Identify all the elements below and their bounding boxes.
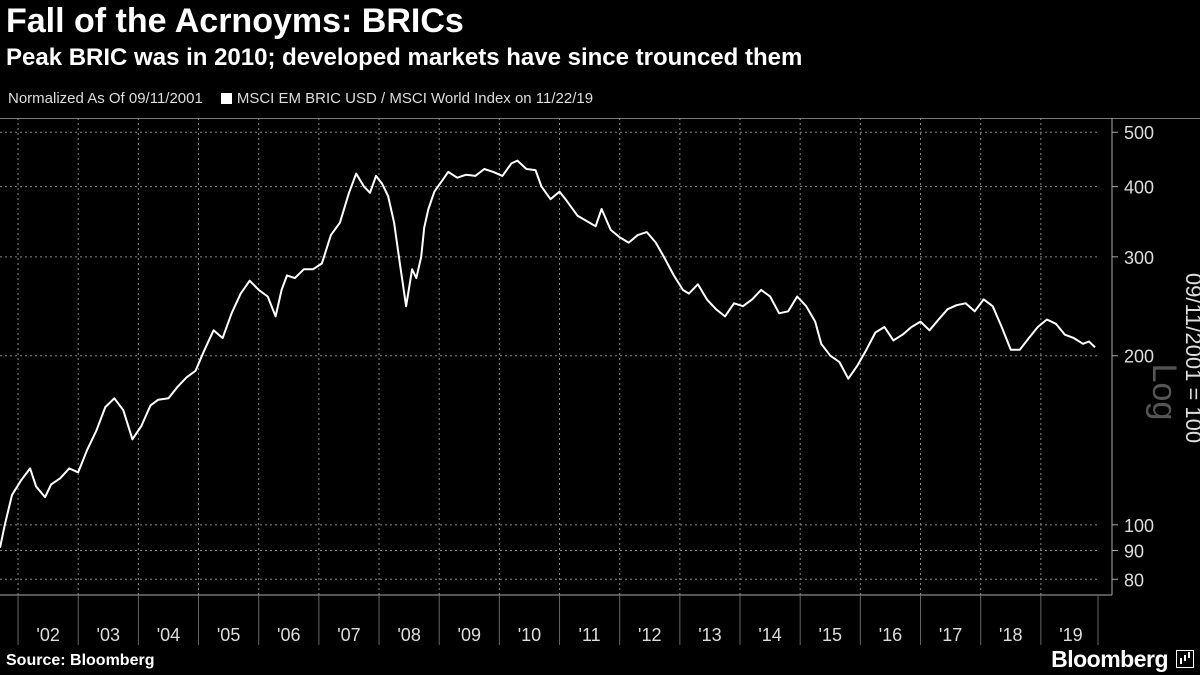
legend-label: MSCI EM BRIC USD / MSCI World Index on 1… — [236, 90, 594, 107]
series-line-bric — [0, 159, 1096, 549]
y-tick-label: 100 — [1124, 516, 1154, 536]
scale-label: Log — [1145, 364, 1183, 421]
x-tick-label: '15 — [819, 625, 842, 645]
source-note: Source: Bloomberg — [6, 652, 155, 669]
y-tick-label: 200 — [1124, 347, 1154, 367]
x-tick-label: '16 — [879, 625, 902, 645]
x-tick-label: '10 — [518, 625, 541, 645]
y-tick-label: 500 — [1124, 123, 1154, 143]
x-tick-label: '13 — [698, 625, 721, 645]
axes: 80 90 100 200 300 400 500 '02 '03 '04 '05 '06 '07 '08… — [0, 118, 1154, 645]
x-tick-label: '03 — [97, 625, 120, 645]
x-tick-label: '04 — [157, 625, 180, 645]
brand-logo: Bloomberg — [1051, 646, 1168, 672]
y-tick-label: 400 — [1124, 178, 1154, 198]
header-divider — [0, 118, 1200, 119]
x-tick-label: '05 — [217, 625, 240, 645]
x-tick-label: '14 — [758, 625, 781, 645]
legend-swatch — [220, 93, 232, 104]
x-tick-label: '08 — [397, 625, 420, 645]
normalized-note: Normalized As Of 09/11/2001 — [8, 90, 203, 107]
x-tick-label: '12 — [638, 625, 661, 645]
chart-icon — [1176, 650, 1194, 668]
y-tick-label: 300 — [1124, 248, 1154, 268]
x-tick-label: '07 — [337, 625, 360, 645]
grid — [0, 118, 1098, 595]
x-tick-label: '02 — [36, 625, 59, 645]
x-tick-label: '18 — [999, 625, 1022, 645]
legend: Normalized As Of 09/11/2001 MSCI EM BRIC… — [8, 90, 593, 107]
y-axis-label: 09/11/2001 = 100 — [1181, 273, 1200, 443]
x-tick-label: '09 — [458, 625, 481, 645]
y-tick-label: 90 — [1124, 542, 1144, 562]
page-subtitle: Peak BRIC was in 2010; developed markets… — [6, 44, 803, 71]
x-tick-label: '06 — [277, 625, 300, 645]
x-tick-label: '11 — [579, 625, 601, 645]
x-tick-label: '17 — [939, 625, 962, 645]
x-tick-label: '19 — [1059, 625, 1082, 645]
y-tick-label: 80 — [1124, 570, 1144, 590]
page-title: Fall of the Acrnoyms: BRICs — [6, 2, 464, 40]
